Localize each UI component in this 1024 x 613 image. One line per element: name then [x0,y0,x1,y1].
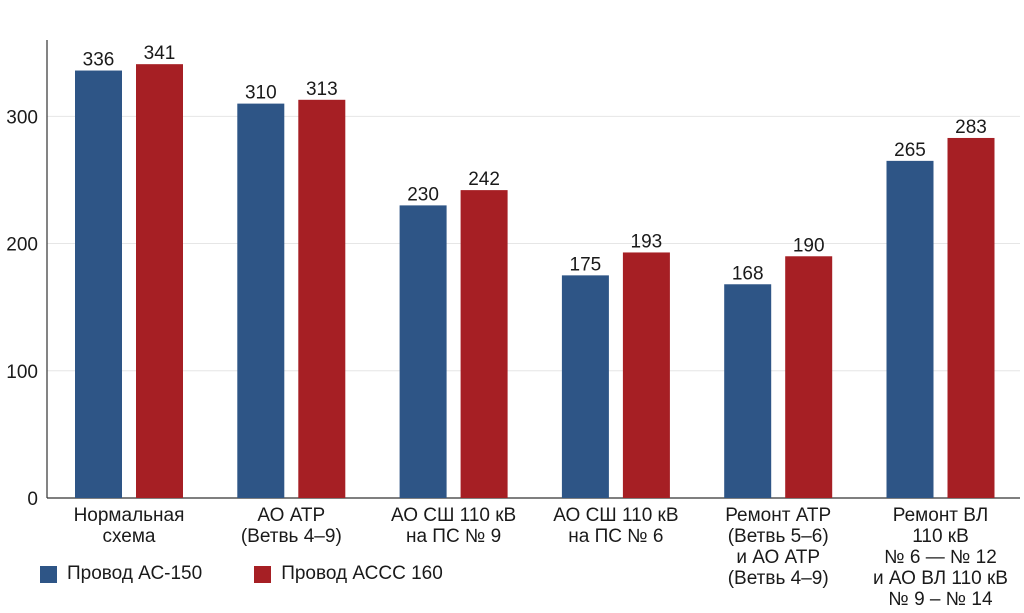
bar-series-1 [75,70,122,499]
x-tick-label-line: на ПС № 9 [406,526,501,547]
value-label: 313 [306,79,338,100]
value-label: 310 [245,83,277,104]
value-label: 168 [732,263,764,284]
x-tick-label: Ремонт ВЛ 110 кВ № 6 — № 12 и АО ВЛ 110 кВ №… [873,505,1008,610]
gridlines [47,115,1020,372]
x-tick-label-line: (Ветвь 5–6) [728,526,829,547]
x-tick-label-line: АО АТР [257,505,325,526]
y-axis: 0 100 200 300 [6,40,48,510]
legend-label-series-2: Провод АССС 160 [281,563,443,584]
y-tick-label: 200 [6,235,38,256]
value-label: 283 [955,117,987,138]
x-tick-label-line: (Ветвь 4–9) [728,568,829,589]
legend-swatch-series-2 [254,565,272,583]
legend-swatch-series-1 [40,565,57,583]
bar-series-2 [785,256,833,498]
value-label: 341 [144,43,176,64]
bar-series-2 [298,99,346,499]
bar-series-2 [136,64,183,498]
bar-series-1 [237,103,285,498]
bar-series-1 [724,284,772,498]
bars [75,64,995,499]
legend-item-series-1: Провод АС-150 [40,563,202,585]
value-label: 190 [793,235,825,256]
y-tick-label: 100 [6,362,38,383]
x-tick-label: АО СШ 110 кВ на ПС № 6 [553,505,678,547]
x-tick-label-line: № 9 – № 14 [888,589,993,610]
value-label: 265 [894,140,926,161]
legend-label-series-1: Провод АС-150 [67,563,203,584]
value-label: 230 [407,184,439,205]
x-tick-label-line: АО СШ 110 кВ [391,505,516,526]
x-tick-label-line: схема [103,526,156,547]
y-tick-label: 0 [27,489,38,510]
value-label: 175 [570,254,602,275]
x-tick-label-line: Нормальная [74,505,185,526]
bar-series-2 [947,137,995,498]
legend-item-series-2: Провод АССС 160 [254,563,443,585]
bar-series-1 [399,205,447,498]
value-label: 193 [631,231,663,252]
bar-series-2 [622,252,670,498]
value-label: 336 [83,50,115,71]
x-tick-label-line: 110 кВ [912,526,969,547]
x-tick-label-line: Ремонт АТР [725,505,831,526]
x-tick-label: Ремонт АТР (Ветвь 5–6) и АО АТР (Ветвь 4–9) [725,505,831,589]
value-label: 242 [468,169,500,190]
value-labels: 336 341 310 313 230 242 175 193 168 190 265 283 [83,43,987,284]
x-tick-label-line: и АО АТР [736,547,820,568]
x-tick-label-line: (Ветвь 4–9) [241,526,342,547]
y-tick-label: 300 [6,107,38,128]
x-tick-label: Нормальная схема [74,505,185,547]
bar-series-1 [886,160,934,498]
x-tick-label: АО СШ 110 кВ на ПС № 9 [391,505,516,547]
legend: Провод АС-150 Провод АССС 160 [40,563,443,585]
x-tick-label: АО АТР (Ветвь 4–9) [241,505,342,547]
bar-series-1 [561,275,609,498]
x-tick-label-line: Ремонт ВЛ [893,505,988,526]
x-tick-label-line: на ПС № 6 [568,526,663,547]
x-tick-label-line: № 6 — № 12 [884,547,997,568]
bar-series-2 [460,190,508,498]
x-tick-label-line: АО СШ 110 кВ [553,505,678,526]
x-tick-label-line: и АО ВЛ 110 кВ [873,568,1008,589]
